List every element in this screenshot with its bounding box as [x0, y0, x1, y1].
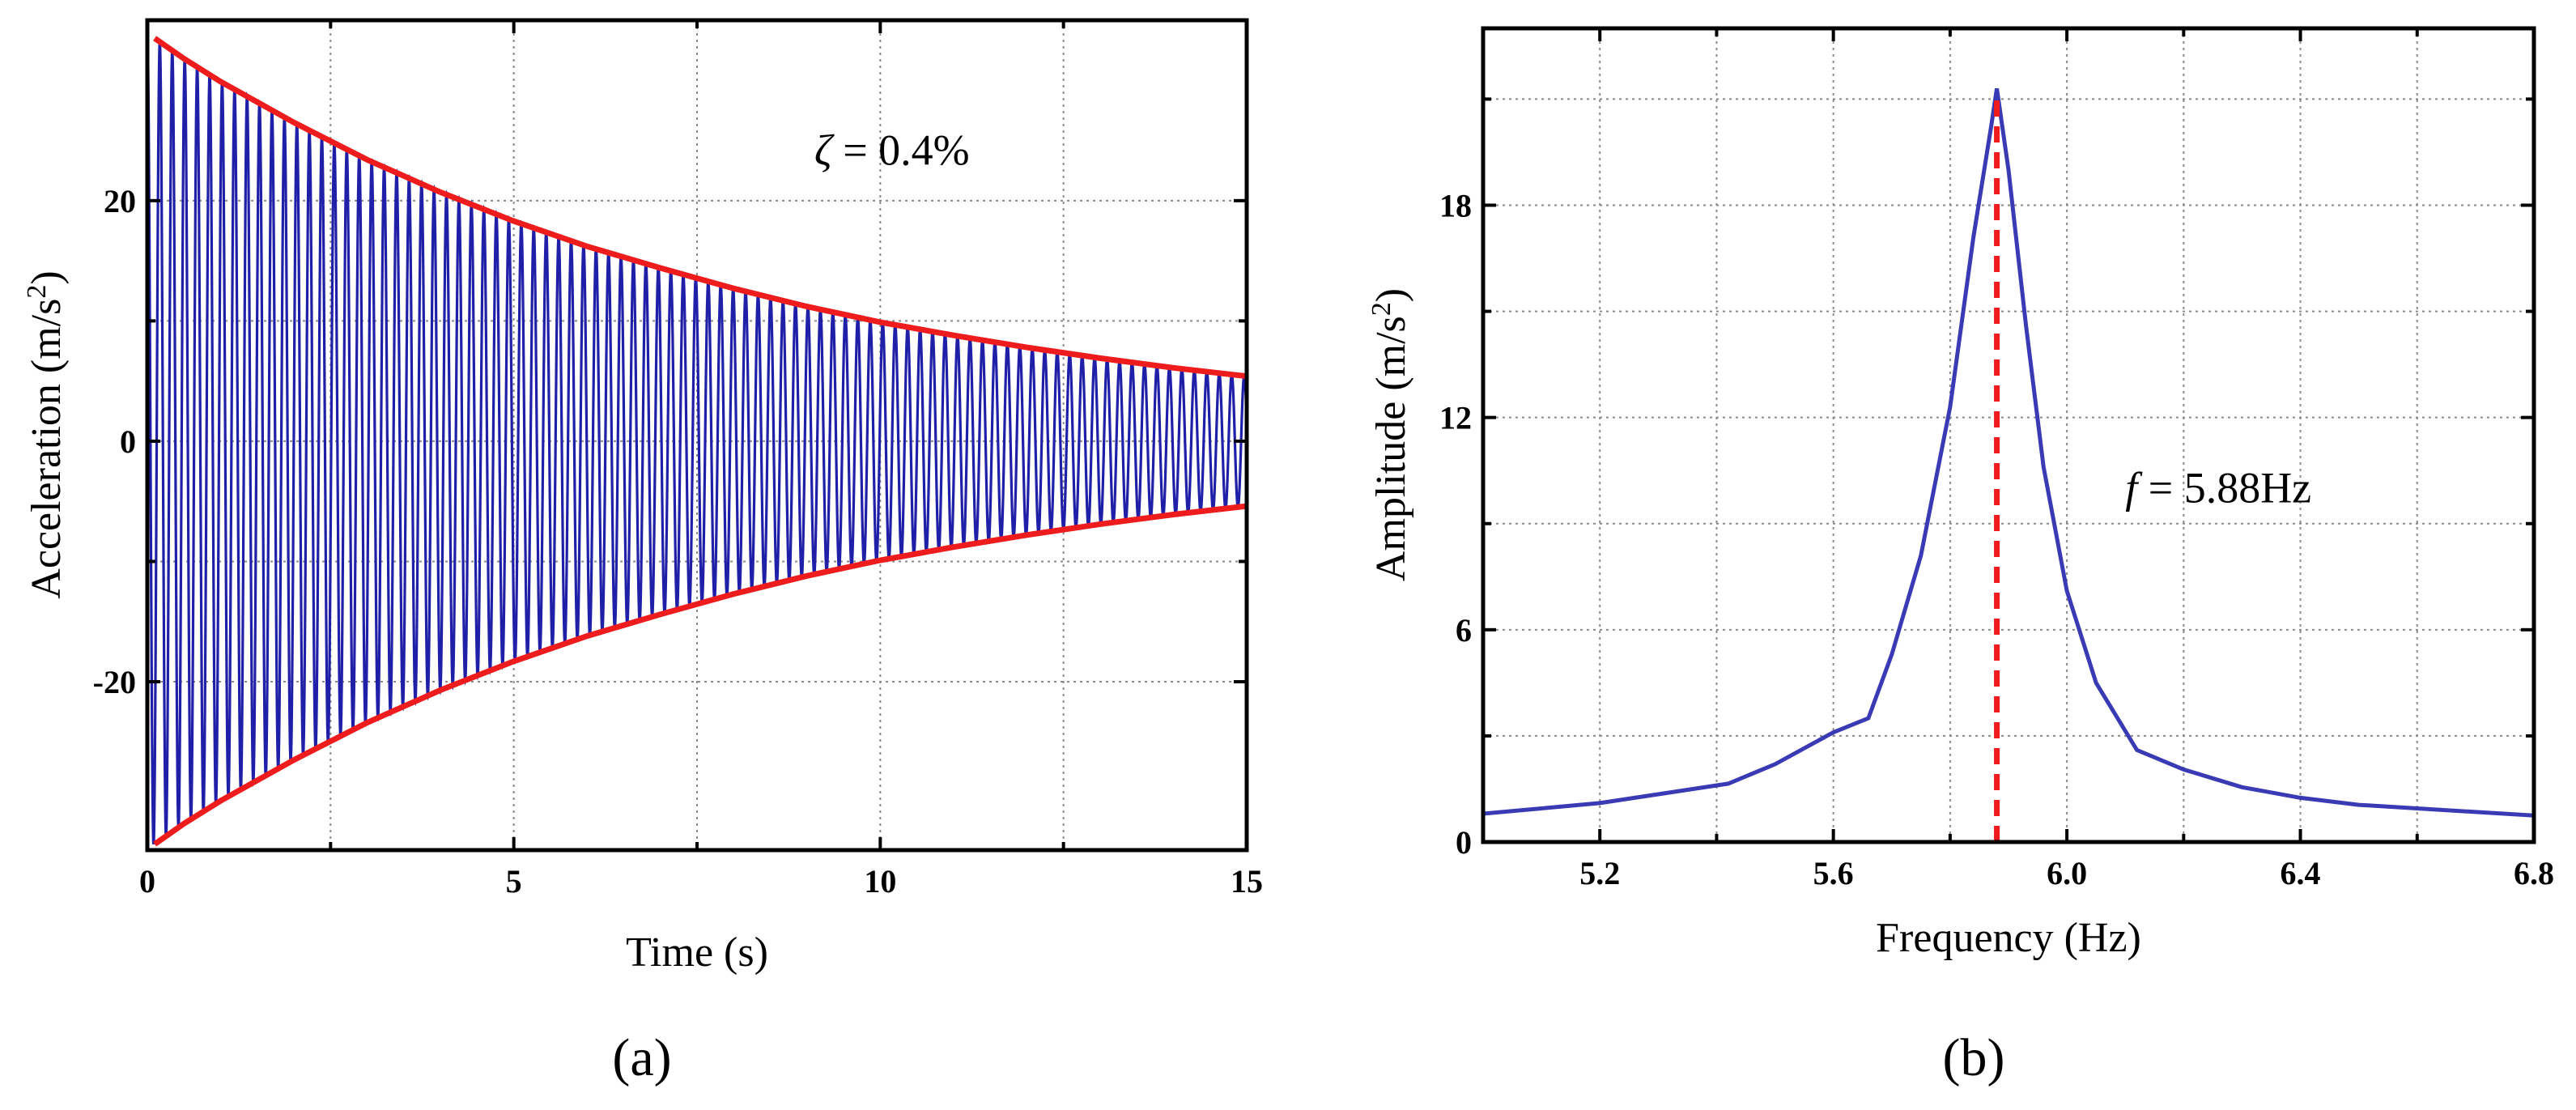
panel-b-chart: 5.2 5.6 6.0 6.4 6.8 0 6 12 18 f = 5.88Hz Frequen… [1367, 26, 2554, 1087]
panel-a-y-axis-label-main: Acceleration (m/s [23, 299, 70, 599]
panel-b-ticks [1483, 28, 2536, 844]
panel-a-damping-annotation: ζ = 0.4% [814, 125, 970, 174]
x-tick-label: 10 [864, 863, 896, 899]
panel-a-annotation-value: = 0.4% [832, 125, 970, 174]
panel-a-lower-envelope [153, 503, 1247, 847]
x-tick-label: 15 [1231, 863, 1263, 899]
panel-a-y-axis-label: Acceleration (m/s2) [22, 270, 70, 598]
panel-b-y-axis-label: Amplitude (m/s2) [1367, 288, 1415, 581]
panel-b-annotation-value: = 5.88Hz [2137, 464, 2311, 512]
panel-a-chart: 0 5 10 15 -20 0 20 ζ = 0.4% Time (s) Accelerat… [22, 18, 1263, 1087]
panel-b-tick-labels: 5.2 5.6 6.0 6.4 6.8 0 6 12 18 [1439, 187, 2554, 891]
y-tick-label: 18 [1439, 187, 1472, 223]
panel-a-annotation-symbol: ζ [814, 125, 835, 174]
panel-b-x-axis-label: Frequency (Hz) [1876, 915, 2141, 961]
panel-a-label: (a) [612, 1028, 671, 1087]
panel-b-plot-area [1483, 87, 2534, 842]
panel-a-y-axis-label-close: ) [23, 270, 70, 284]
panel-b-amplitude-spectrum [1483, 87, 2534, 818]
panel-a-tick-labels: 0 5 10 15 -20 0 20 [93, 183, 1263, 899]
panel-a-x-axis-label: Time (s) [626, 929, 768, 976]
y-tick-label: -20 [93, 664, 136, 700]
panel-b-frequency-annotation: f = 5.88Hz [2125, 464, 2311, 512]
panel-b-frame [1481, 26, 2536, 844]
panel-a-plot-area [147, 36, 1247, 847]
x-tick-label: 6.8 [2514, 855, 2554, 891]
panel-b-grid [1483, 28, 2534, 842]
x-tick-label: 0 [139, 863, 155, 899]
y-tick-label: 6 [1456, 612, 1472, 649]
panel-b-y-axis-label-superscript: 2 [1367, 302, 1396, 316]
y-tick-label: 12 [1439, 400, 1472, 436]
x-tick-label: 5.6 [1813, 855, 1854, 891]
y-tick-label: 20 [104, 183, 136, 219]
panel-a-upper-envelope [153, 36, 1247, 380]
panel-a-ticks [146, 20, 1248, 850]
x-tick-label: 5 [506, 863, 522, 899]
y-tick-label: 0 [1456, 824, 1472, 861]
panel-b-y-axis-label-close: ) [1368, 288, 1414, 302]
panel-a-y-axis-label-superscript: 2 [22, 285, 52, 299]
x-tick-label: 6.0 [2047, 855, 2087, 891]
x-tick-label: 5.2 [1579, 855, 1620, 891]
panel-b-y-axis-label-main: Amplitude (m/s [1368, 316, 1414, 581]
y-tick-label: 0 [120, 423, 136, 460]
x-tick-label: 6.4 [2281, 855, 2321, 891]
panel-b-label: (b) [1943, 1028, 2005, 1087]
